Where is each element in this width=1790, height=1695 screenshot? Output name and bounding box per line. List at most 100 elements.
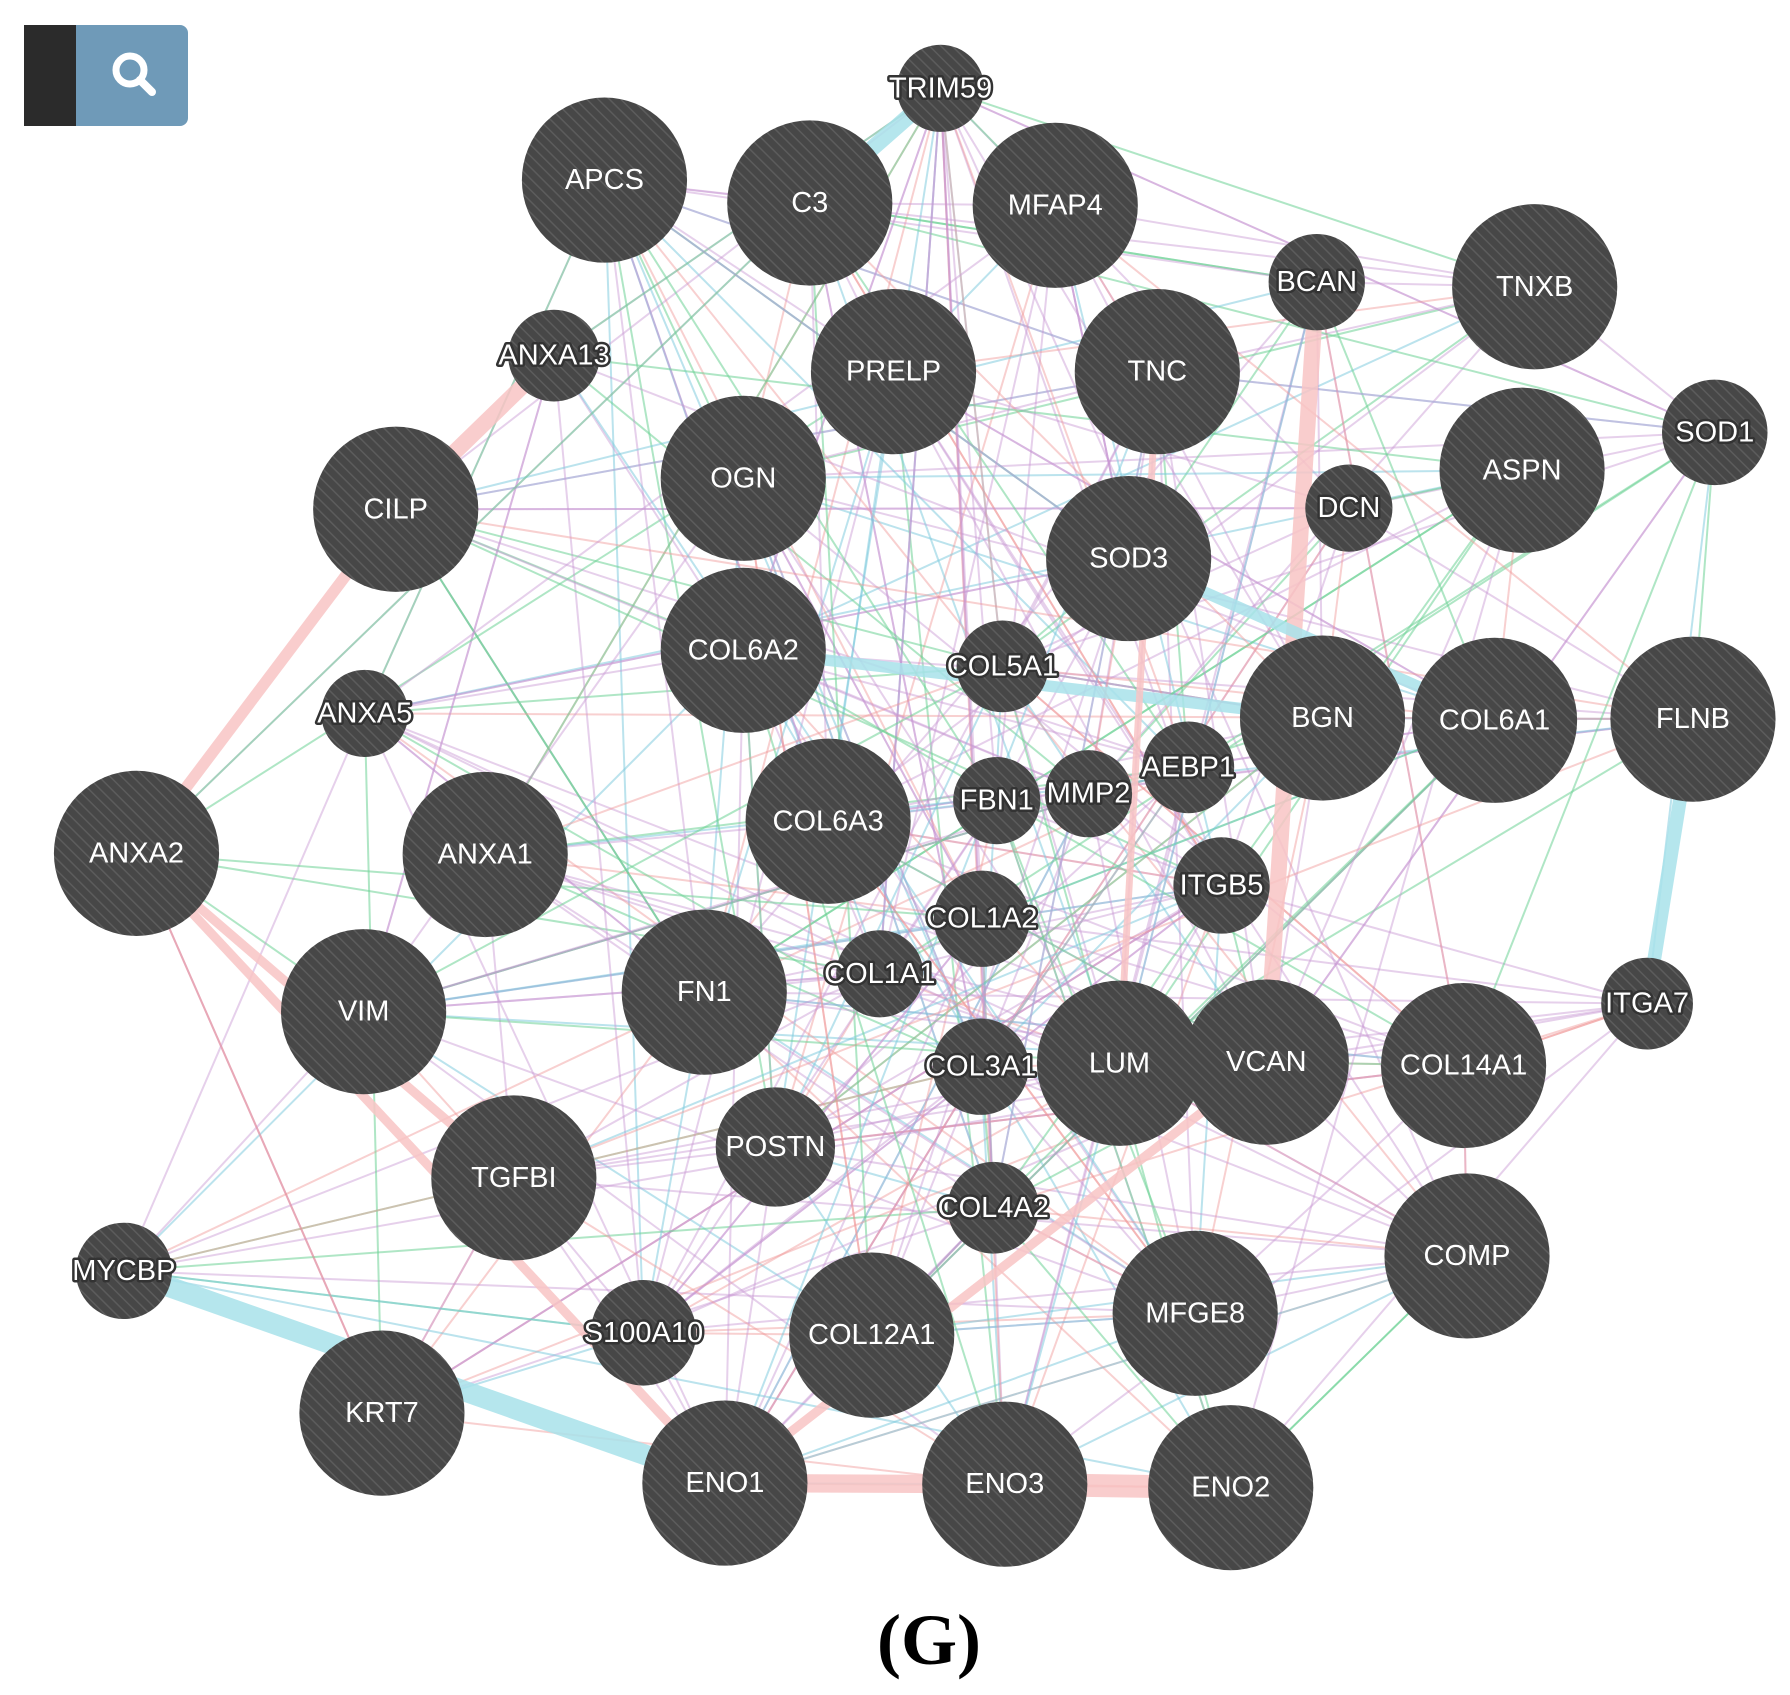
node-label: SOD3	[1089, 543, 1168, 575]
node-label: ITGA7	[1605, 988, 1689, 1020]
edge	[363, 179, 606, 714]
edge	[809, 202, 1324, 719]
node-circle	[590, 1280, 697, 1386]
edge	[827, 820, 1267, 1063]
node-circle	[1662, 379, 1768, 486]
node: VCAN	[1183, 979, 1349, 1145]
edge	[364, 712, 1120, 1065]
node-circle	[932, 1018, 1029, 1115]
node-label: C3	[791, 187, 828, 219]
node-label: AEBP1	[1142, 751, 1236, 783]
node-circle	[789, 1252, 955, 1418]
node-label: TNXB	[1496, 271, 1573, 303]
node-circle	[1268, 233, 1365, 331]
edge	[742, 650, 777, 1148]
edge	[135, 852, 383, 1414]
edge	[363, 972, 880, 1013]
node-circle	[1142, 721, 1235, 814]
node: POSTN	[715, 1087, 836, 1207]
node: ANXA2	[53, 770, 220, 936]
node: SOD3	[1046, 476, 1212, 642]
node-circle	[956, 620, 1049, 713]
node-circle	[715, 1087, 836, 1207]
node: BCAN	[1268, 233, 1365, 331]
node-label: BGN	[1291, 702, 1354, 734]
node: PRELP	[810, 289, 977, 455]
node-circle	[321, 669, 409, 758]
edge	[484, 853, 1196, 1315]
edge	[892, 371, 1268, 1063]
search-button-handle	[24, 25, 76, 126]
node-circle	[727, 120, 893, 286]
edge	[604, 179, 1317, 284]
edge	[553, 355, 645, 1333]
edge	[513, 1177, 1006, 1486]
edge	[742, 477, 1121, 1064]
node-circle	[521, 97, 688, 263]
edge	[484, 665, 1003, 856]
node-label: COL6A1	[1439, 704, 1550, 736]
edge	[362, 355, 555, 1012]
node: COL12A1	[789, 1252, 955, 1418]
edge	[123, 649, 744, 1272]
node-circle	[1148, 1405, 1314, 1571]
node-label: DCN	[1317, 492, 1380, 524]
edge	[1118, 281, 1318, 1064]
edge	[981, 917, 1648, 1005]
node-label: S100A10	[584, 1317, 703, 1349]
edge	[395, 507, 1349, 511]
edge	[774, 665, 1004, 1148]
edge	[892, 371, 1468, 1257]
node: TGFBI	[431, 1095, 597, 1261]
node-label: MFAP4	[1008, 189, 1103, 221]
node: MYCBP	[70, 1222, 178, 1320]
edge	[774, 717, 1324, 1148]
edge	[742, 649, 1465, 1067]
edge	[1462, 432, 1716, 1066]
edge	[381, 820, 829, 1414]
edge	[1156, 371, 1268, 1063]
node: BGN	[1239, 635, 1406, 801]
node: DCN	[1305, 464, 1393, 552]
node: ITGA7	[1601, 957, 1693, 1050]
edge	[122, 713, 366, 1272]
search-button[interactable]	[24, 25, 188, 126]
node: ITGB5	[1173, 837, 1270, 934]
node-circle	[53, 770, 220, 936]
node: S100A10	[581, 1280, 706, 1386]
node-label: POSTN	[725, 1131, 825, 1163]
node-label: MFGE8	[1145, 1297, 1245, 1329]
node-circle	[1044, 750, 1133, 838]
node: ASPN	[1439, 387, 1605, 553]
edge	[1229, 469, 1524, 1488]
node: SOD1	[1662, 379, 1768, 486]
node: COL6A2	[660, 567, 826, 733]
node: ANXA13	[496, 309, 612, 402]
edge	[362, 355, 555, 1012]
edge	[1054, 204, 1324, 719]
edge	[135, 852, 383, 1414]
edge	[363, 1010, 873, 1336]
edge	[724, 1312, 1196, 1485]
edge	[603, 180, 645, 1333]
node-label: ANXA1	[438, 839, 533, 871]
node-circle	[1305, 464, 1393, 552]
node-circle	[1036, 980, 1203, 1146]
node-label: MYCBP	[72, 1255, 175, 1287]
node-circle	[431, 1095, 597, 1261]
edge	[981, 719, 1495, 920]
node-circle	[947, 1161, 1040, 1254]
node-label: SOD1	[1675, 416, 1754, 448]
node-circle	[1452, 204, 1618, 370]
node-label: COL14A1	[1400, 1050, 1527, 1082]
edge	[723, 918, 983, 1484]
node: ENO1	[642, 1400, 808, 1566]
edge	[362, 477, 745, 1013]
edge	[703, 88, 942, 993]
node: COL6A3	[745, 738, 911, 904]
node-label: APCS	[565, 164, 644, 196]
node-label: ITGB5	[1180, 869, 1264, 901]
strong-edge	[722, 1058, 1270, 1487]
edge	[743, 469, 1523, 480]
edge	[940, 87, 1536, 288]
